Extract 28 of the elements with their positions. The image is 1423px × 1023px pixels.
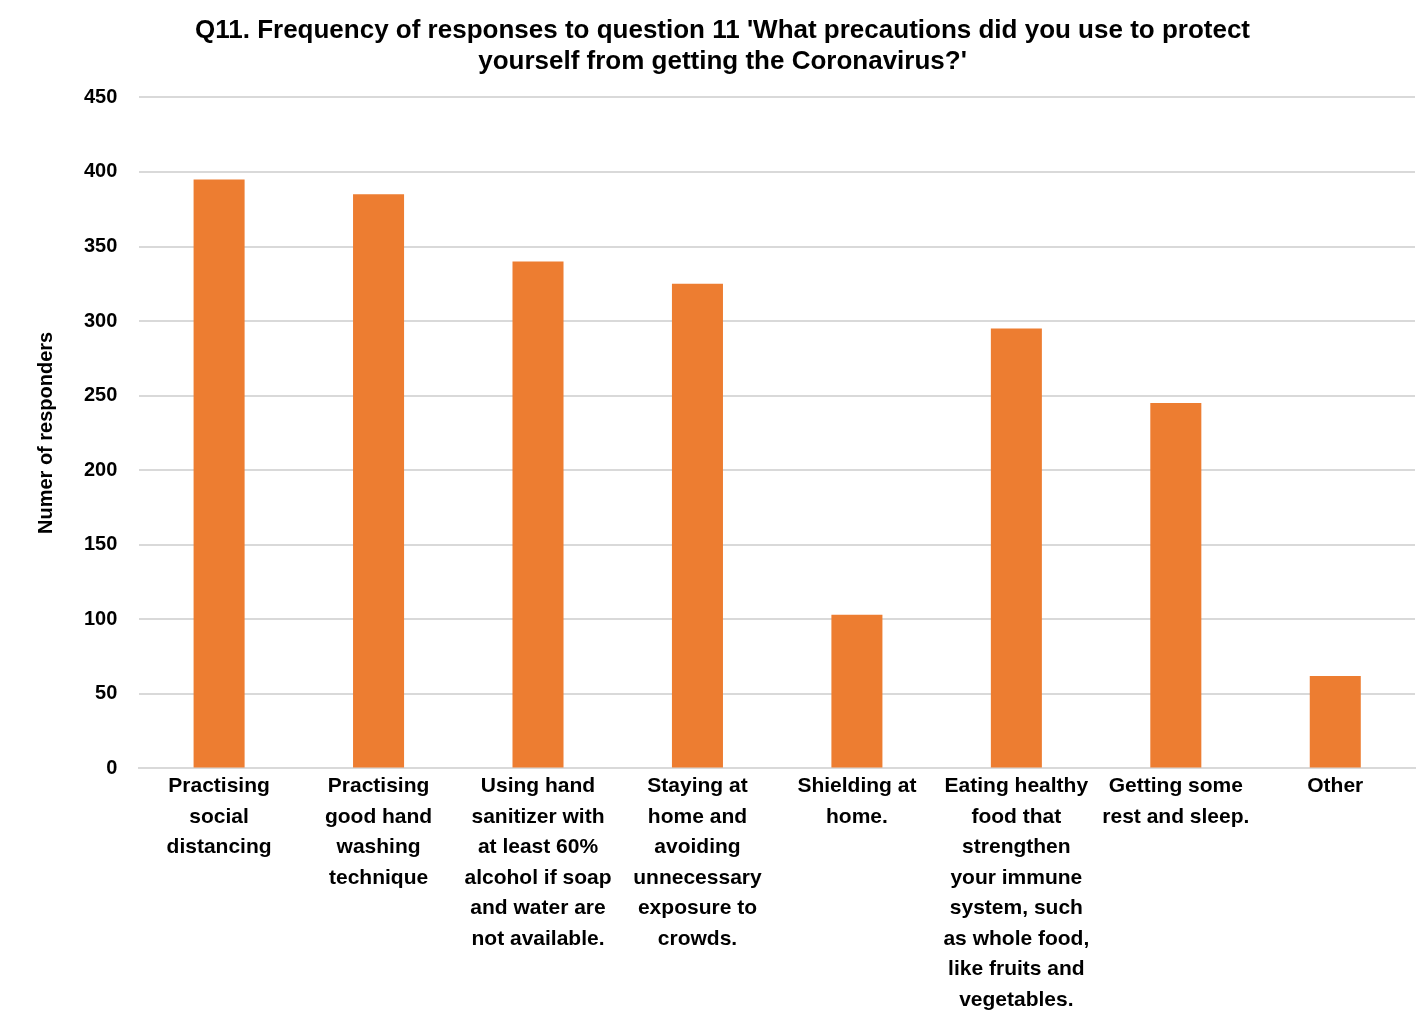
x-tick-label: Other [1307,773,1364,797]
bar [512,261,564,768]
bar [990,328,1042,768]
bar [671,283,723,768]
bar [831,614,883,768]
y-tick-label: 350 [83,234,118,257]
x-tick-label: Practising good hand washing technique [324,773,433,888]
y-tick-label: 50 [95,681,118,704]
y-tick-label: 250 [83,383,118,406]
x-tick-label: Eating healthy food that strengthen your immune system, such as whole food, like fruits and vegetables. [943,773,1090,1010]
bar [353,194,405,768]
chart-title: Q11. Frequency of responses to question 11 'What precautions did you use to protect yourself from getting the Coronavirus?' [194,13,1251,75]
x-tick-label: Staying at home and avoiding unnecessary exposure to crowds. [633,773,762,949]
x-tick-label: Using hand sanitizer with at least 60% alcohol if soap and water are not available. [464,773,612,949]
y-tick-label: 100 [83,606,118,629]
bar [1150,403,1202,768]
x-tick-label: Shielding at home. [797,773,917,827]
bar [1309,675,1361,768]
y-axis-title: Numer of responders [33,331,56,535]
y-tick-label: 400 [83,159,118,182]
y-tick-label: 300 [83,308,118,331]
x-tick-label: Practising social distancing [166,773,272,858]
y-tick-label: 450 [83,84,118,107]
y-tick-label: 0 [106,755,118,778]
y-tick-label: 150 [83,532,118,555]
x-tick-label: Getting some rest and sleep. [1102,773,1250,827]
y-tick-label: 200 [83,457,118,480]
bar [193,179,245,768]
